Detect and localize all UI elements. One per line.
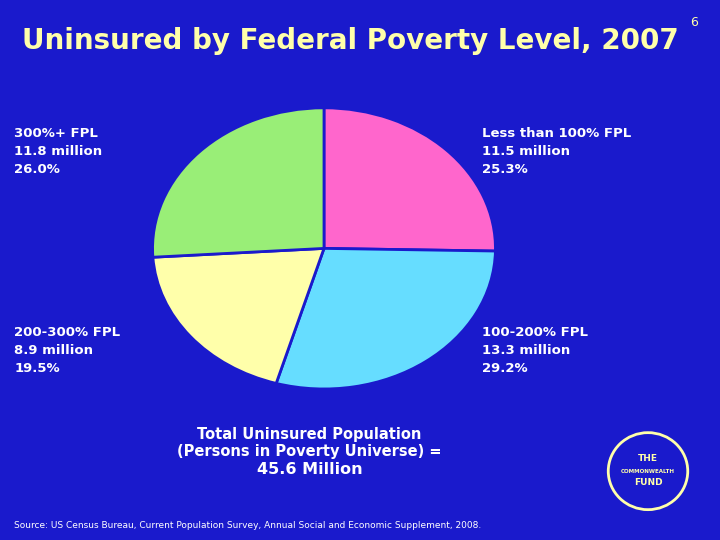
Text: 200-300% FPL
8.9 million
19.5%: 200-300% FPL 8.9 million 19.5%	[14, 327, 120, 375]
Text: THE: THE	[638, 454, 658, 463]
Text: FUND: FUND	[634, 478, 662, 488]
Text: 100-200% FPL
13.3 million
29.2%: 100-200% FPL 13.3 million 29.2%	[482, 327, 588, 375]
Wedge shape	[153, 248, 324, 383]
Wedge shape	[276, 248, 495, 389]
Text: (Persons in Poverty Universe) =: (Persons in Poverty Universe) =	[177, 444, 442, 460]
Wedge shape	[153, 108, 324, 257]
Text: Uninsured by Federal Poverty Level, 2007: Uninsured by Federal Poverty Level, 2007	[22, 27, 678, 55]
Text: 45.6 Million: 45.6 Million	[257, 462, 362, 477]
Text: Less than 100% FPL
11.5 million
25.3%: Less than 100% FPL 11.5 million 25.3%	[482, 127, 631, 176]
Text: 6: 6	[690, 16, 698, 29]
Text: 300%+ FPL
11.8 million
26.0%: 300%+ FPL 11.8 million 26.0%	[14, 127, 102, 176]
Wedge shape	[324, 108, 495, 251]
Text: COMMONWEALTH: COMMONWEALTH	[621, 469, 675, 474]
Text: Total Uninsured Population: Total Uninsured Population	[197, 427, 422, 442]
Text: Source: US Census Bureau, Current Population Survey, Annual Social and Economic : Source: US Census Bureau, Current Popula…	[14, 521, 482, 530]
